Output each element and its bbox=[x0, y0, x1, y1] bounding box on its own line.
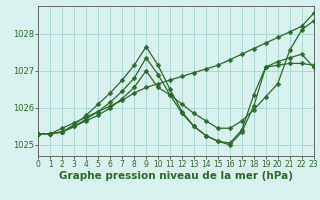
X-axis label: Graphe pression niveau de la mer (hPa): Graphe pression niveau de la mer (hPa) bbox=[59, 171, 293, 181]
